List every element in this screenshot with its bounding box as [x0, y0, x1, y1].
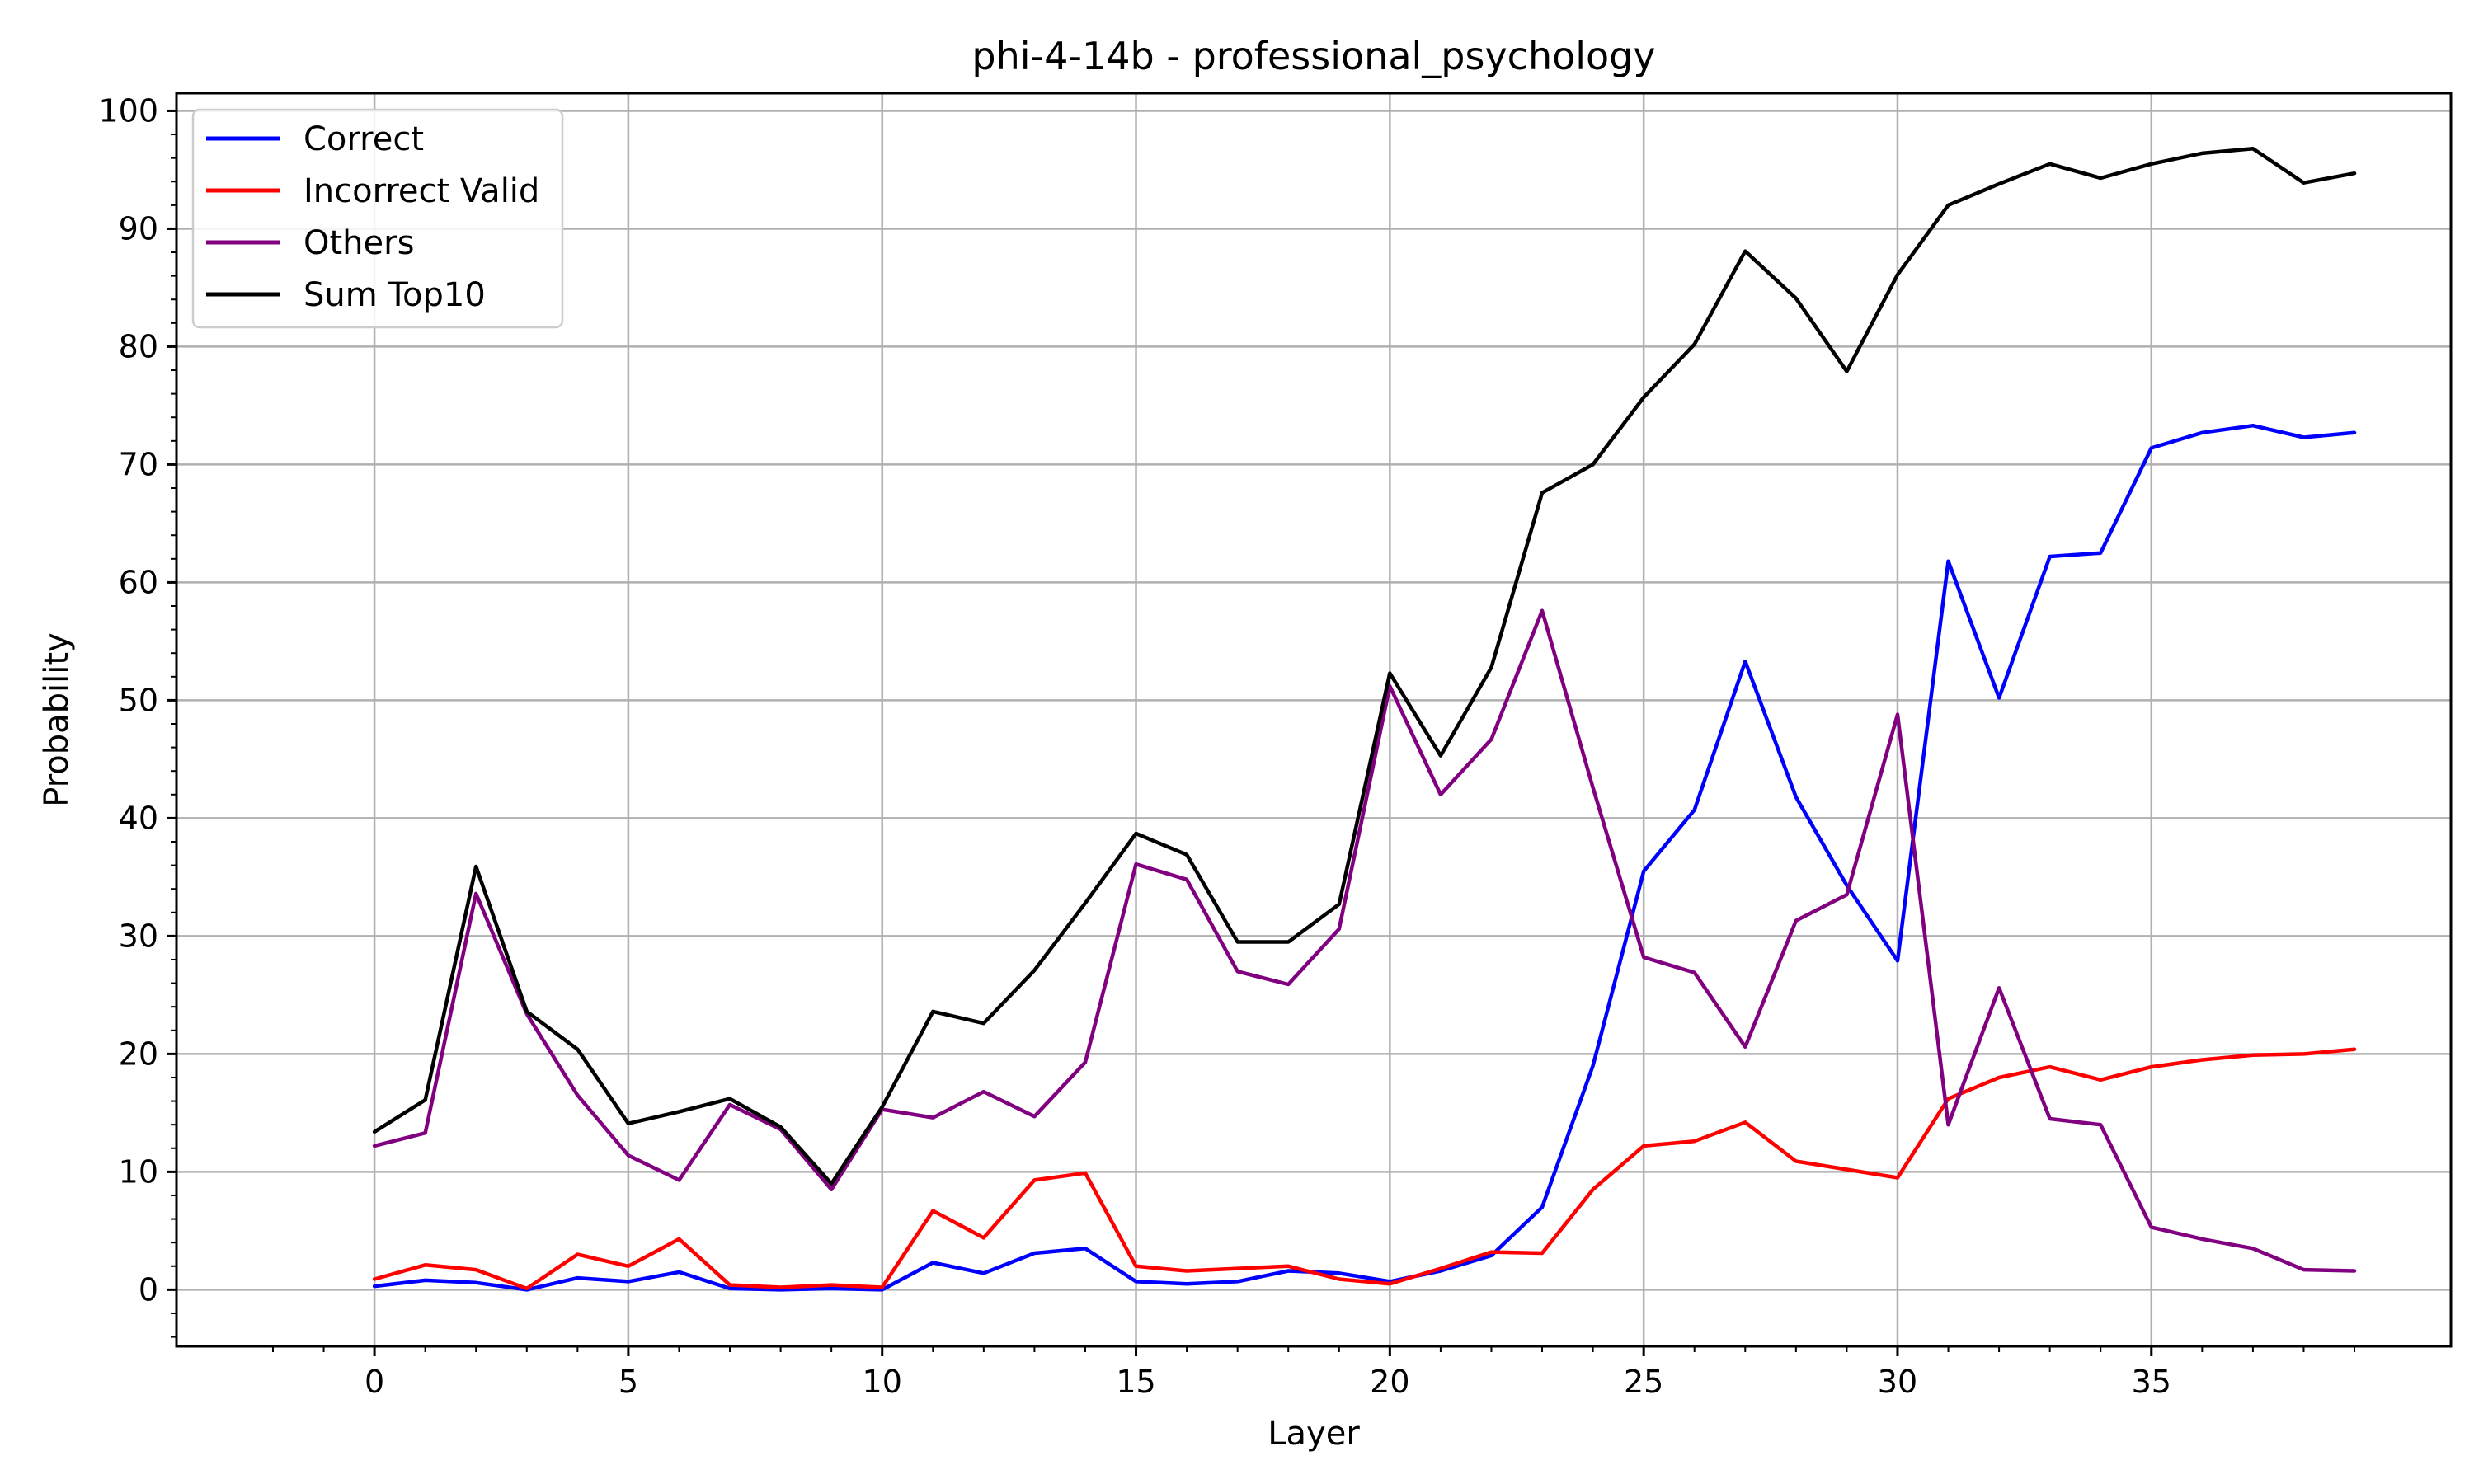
y-tick-label: 10 — [119, 1153, 158, 1190]
x-tick-label: 5 — [618, 1364, 638, 1400]
legend-label-others: Others — [303, 224, 414, 262]
legend-box — [191, 108, 564, 329]
x-tick-label: 0 — [365, 1364, 384, 1400]
chart-title: phi-4-14b - professional_psychology — [971, 34, 1655, 78]
y-tick-label: 90 — [119, 210, 158, 247]
y-axis-label: Probability — [38, 632, 76, 806]
y-axis-ticks: 0 10 20 30 40 50 60 70 80 90 100 — [98, 92, 176, 1308]
y-tick-label: 60 — [119, 564, 158, 600]
series-line-correct — [372, 423, 2357, 1292]
legend-label-correct: Correct — [303, 120, 424, 158]
y-tick-label: 30 — [119, 918, 158, 954]
legend-label-incorrect-valid: Incorrect Valid — [303, 172, 539, 210]
y-tick-label: 0 — [139, 1271, 158, 1308]
x-tick-label: 15 — [1116, 1364, 1155, 1400]
series-line-incorrect-valid — [372, 1047, 2357, 1291]
series-line-sum-top10 — [372, 146, 2357, 1186]
x-tick-label: 20 — [1370, 1364, 1409, 1400]
y-tick-label: 70 — [119, 446, 158, 482]
series-lines — [372, 146, 2357, 1292]
y-tick-label: 40 — [119, 800, 158, 836]
y-tick-label: 80 — [119, 328, 158, 364]
x-tick-label: 25 — [1624, 1364, 1663, 1400]
legend-items: Correct Incorrect Valid Others Sum Top10 — [206, 120, 539, 314]
legend-label-sum-top10: Sum Top10 — [303, 276, 486, 314]
y-tick-label: 20 — [119, 1036, 158, 1072]
gridlines — [176, 93, 2451, 1346]
x-tick-label: 35 — [2132, 1364, 2171, 1400]
x-axis-label: Layer — [1268, 1415, 1360, 1453]
y-tick-label: 100 — [98, 92, 158, 129]
plot-frame — [175, 92, 2453, 1348]
y-tick-label: 50 — [119, 682, 158, 718]
legend: Correct Incorrect Valid Others Sum Top10 — [191, 108, 564, 329]
series-line-others — [372, 608, 2357, 1273]
x-tick-label: 10 — [863, 1364, 902, 1400]
x-axis-ticks: 0 5 10 15 20 25 30 35 — [365, 1346, 2171, 1400]
x-tick-label: 30 — [1878, 1364, 1917, 1400]
